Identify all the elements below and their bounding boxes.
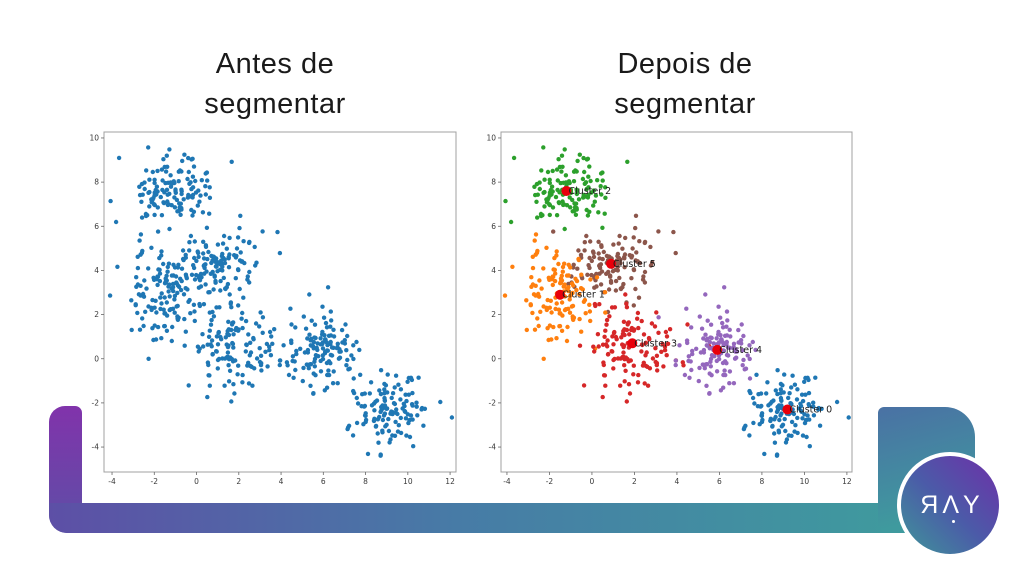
- y-tick-label: -2: [489, 398, 497, 407]
- y-tick-label: 4: [94, 266, 99, 275]
- after-title-line2: segmentar: [614, 88, 756, 120]
- y-tick-label: -2: [92, 398, 100, 407]
- y-tick-label: 10: [486, 134, 496, 143]
- scatter-points: [107, 145, 455, 458]
- y-tick-label: 0: [94, 354, 99, 363]
- cluster-centroid: [782, 404, 793, 415]
- y-tick-label: 6: [491, 222, 496, 231]
- cluster-label: Cluster 3: [634, 338, 677, 349]
- x-tick-label: 12: [445, 477, 455, 486]
- gradient-frame-bottom-bar: [49, 503, 895, 533]
- cluster-centroid: [627, 338, 638, 349]
- cluster-centroid: [606, 258, 617, 269]
- y-tick-label: 6: [94, 222, 99, 231]
- y-tick-label: 4: [491, 266, 496, 275]
- y-tick-label: 2: [491, 310, 496, 319]
- x-tick-label: 10: [800, 477, 810, 486]
- cluster-centroid: [712, 344, 723, 355]
- x-tick-label: 2: [632, 477, 637, 486]
- x-tick-label: 6: [321, 477, 326, 486]
- x-tick-label: -4: [503, 477, 511, 486]
- x-tick-label: 6: [717, 477, 722, 486]
- y-tick-label: 0: [491, 354, 496, 363]
- before-title-line1: Antes de: [215, 48, 335, 80]
- cluster-label: Cluster 5: [613, 259, 656, 270]
- after-title-line1: Depois de: [617, 48, 753, 80]
- ray-logo-dot-icon: [952, 520, 955, 523]
- ray-logo-badge: ЯΛY: [897, 452, 1003, 558]
- y-tick-label: 10: [89, 134, 99, 143]
- y-tick-label: 8: [491, 178, 496, 187]
- x-tick-label: 4: [279, 477, 284, 486]
- cluster-centroid: [561, 185, 572, 196]
- x-tick-label: -2: [151, 477, 159, 486]
- x-tick-label: 12: [842, 477, 852, 486]
- x-tick-label: 8: [760, 477, 765, 486]
- scatter-points: Cluster 2 Cluster 5 Cluster 1 Cluster 3 Clus…: [502, 145, 851, 458]
- cluster-centroid: [555, 289, 566, 300]
- cluster-label: Cluster 1: [562, 290, 605, 301]
- y-tick-label: -4: [92, 443, 100, 452]
- y-tick-label: 8: [94, 178, 99, 187]
- x-tick-label: -2: [546, 477, 554, 486]
- plot-frame: [500, 131, 853, 473]
- before-title: Antes de segmentar: [85, 44, 465, 124]
- x-tick-label: -4: [108, 477, 116, 486]
- x-tick-label: 10: [403, 477, 413, 486]
- cluster-label: Cluster 2: [568, 186, 611, 197]
- x-tick-label: 0: [590, 477, 595, 486]
- cluster-label: Cluster 4: [719, 345, 762, 356]
- x-tick-label: 2: [236, 477, 241, 486]
- cluster-label: Cluster 0: [789, 405, 832, 416]
- before-title-line2: segmentar: [204, 88, 346, 120]
- after-title: Depois de segmentar: [495, 44, 875, 124]
- y-tick-label: -4: [489, 443, 497, 452]
- before-scatter-plot: -4 -2 0 2 4 6 8 10 12 -4 -2 0 2 4 6 8 10: [89, 131, 457, 486]
- x-tick-label: 8: [363, 477, 368, 486]
- x-tick-label: 0: [194, 477, 199, 486]
- ray-logo-text: ЯΛY: [920, 490, 984, 519]
- y-tick-label: 2: [94, 310, 99, 319]
- x-tick-label: 4: [675, 477, 680, 486]
